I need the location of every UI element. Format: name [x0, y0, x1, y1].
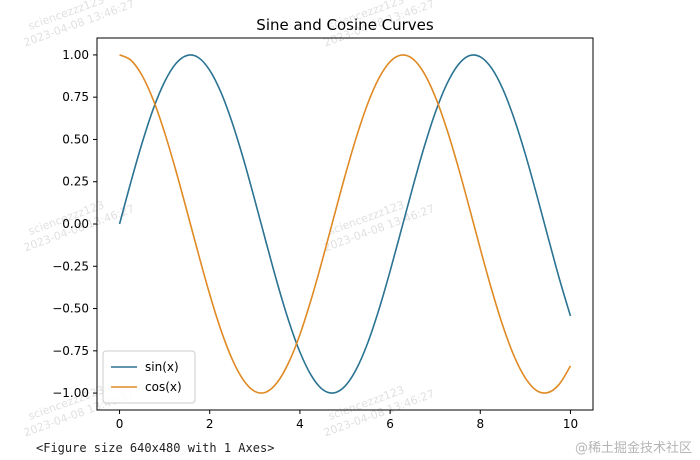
y-tick-label: −0.75 [52, 344, 89, 358]
legend-box [102, 350, 196, 404]
chart-title: Sine and Cosine Curves [256, 16, 434, 34]
y-axis: 1.00 0.75 0.50 0.25 0.00 −0.25 −0.50 −0.75 −1.00 [52, 48, 97, 400]
y-tick-label: 1.00 [62, 48, 89, 62]
y-tick-label: −0.25 [52, 259, 89, 273]
y-tick-label: 0.50 [62, 132, 89, 146]
x-tick-label: 10 [563, 417, 578, 431]
x-axis: 0 2 4 6 8 10 [116, 410, 578, 431]
x-tick-label: 2 [206, 417, 214, 431]
brand-watermark: @稀土掘金技术社区 [574, 441, 692, 456]
y-tick-label: −0.50 [52, 302, 89, 316]
x-tick-label: 8 [476, 417, 484, 431]
y-tick-label: 0.75 [62, 90, 89, 104]
legend-label: cos(x) [145, 380, 182, 394]
legend-label: sin(x) [145, 360, 179, 374]
x-tick-label: 0 [116, 417, 124, 431]
y-tick-label: 0.00 [62, 217, 89, 231]
y-tick-label: −1.00 [52, 386, 89, 400]
x-tick-label: 4 [296, 417, 304, 431]
series-layer [118, 54, 572, 394]
legend: sin(x) cos(x) [102, 350, 196, 404]
y-tick-label: 0.25 [62, 175, 89, 189]
x-tick-label: 6 [386, 417, 394, 431]
series-line-sin [118, 54, 572, 394]
series-line-cos [119, 54, 572, 394]
figure-caption: <Figure size 640x480 with 1 Axes> [36, 441, 275, 455]
